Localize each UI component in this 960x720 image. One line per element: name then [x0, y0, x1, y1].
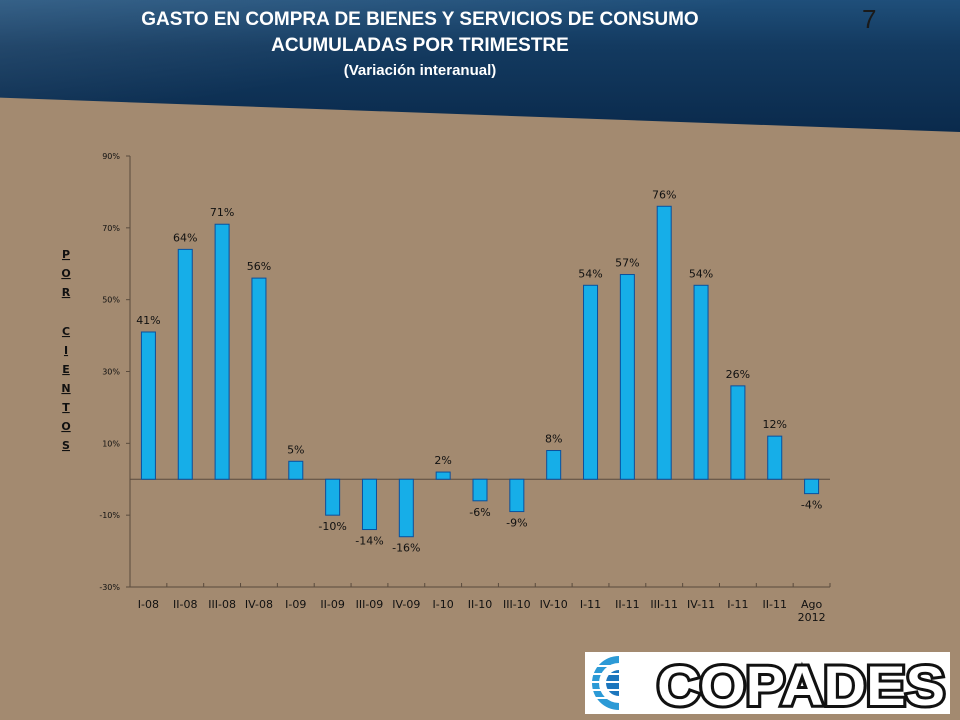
data-label: -14% — [355, 535, 383, 548]
y-axis-label-letter: R — [62, 286, 71, 299]
data-label: 57% — [615, 257, 639, 270]
bar — [177, 248, 193, 480]
data-label: -4% — [801, 499, 822, 512]
copades-logo: COPADES — [585, 652, 950, 714]
bar — [398, 478, 414, 538]
bar — [656, 205, 672, 480]
x-tick-label: I-09 — [285, 598, 306, 611]
bar — [214, 223, 230, 480]
bar — [730, 385, 746, 480]
data-label: 12% — [763, 418, 787, 431]
bar — [361, 478, 377, 531]
data-label: 54% — [689, 267, 713, 280]
data-label: 26% — [726, 368, 750, 381]
x-tick-label: IV-10 — [540, 598, 568, 611]
y-axis-label-letter: C — [62, 325, 70, 338]
y-axis-label-letter: T — [62, 401, 70, 414]
y-tick-label: -10% — [99, 511, 120, 520]
x-tick-label: I-11 — [727, 598, 748, 611]
data-label: 2% — [434, 454, 451, 467]
x-tick-label: I-10 — [433, 598, 454, 611]
x-tick-label: IV-09 — [392, 598, 420, 611]
y-tick-label: 50% — [102, 296, 120, 305]
bar — [472, 478, 488, 502]
x-tick-label: II-10 — [468, 598, 492, 611]
data-label: -6% — [469, 506, 490, 519]
x-tick-label: IV-08 — [245, 598, 273, 611]
y-axis-label-letter: E — [62, 363, 70, 376]
page-title-line2: ACUMULADAS POR TRIMESTRE — [271, 35, 569, 56]
page-title-line1: GASTO EN COMPRA DE BIENES Y SERVICIOS DE… — [141, 9, 699, 30]
x-tick-label: IV-11 — [687, 598, 715, 611]
data-label: 8% — [545, 433, 562, 446]
data-label: 76% — [652, 188, 676, 201]
bar — [546, 450, 562, 480]
bar — [435, 471, 451, 480]
data-label: 71% — [210, 206, 234, 219]
x-tick-label: I-11 — [580, 598, 601, 611]
y-axis-label-letter: S — [62, 439, 70, 452]
x-tick-label: II-09 — [320, 598, 344, 611]
x-tick-label: III-08 — [208, 598, 236, 611]
y-axis-label-letter: P — [62, 248, 70, 261]
data-label: -10% — [318, 520, 346, 533]
y-axis-label-letter: O — [61, 267, 70, 280]
y-tick-label: 90% — [102, 152, 120, 161]
data-label: 41% — [136, 314, 160, 327]
x-tick-label: III-10 — [503, 598, 531, 611]
x-tick-label: Ago 2012 — [798, 598, 826, 624]
page-subtitle: (Variación interanual) — [343, 62, 497, 79]
bar — [251, 277, 267, 480]
x-tick-label: II-11 — [615, 598, 639, 611]
data-label: 54% — [578, 267, 602, 280]
data-label: -9% — [506, 517, 527, 530]
y-tick-label: -30% — [99, 583, 120, 592]
data-label: 56% — [247, 260, 271, 273]
x-tick-label: III-11 — [650, 598, 678, 611]
x-tick-label: I-08 — [138, 598, 159, 611]
slide-number: 7 — [862, 4, 877, 34]
y-axis-label-letter: N — [61, 382, 70, 395]
y-tick-label: 30% — [102, 368, 120, 377]
bar — [288, 460, 304, 480]
x-tick-label: III-09 — [356, 598, 384, 611]
y-tick-label: 70% — [102, 224, 120, 233]
logo-mark-icon — [589, 656, 649, 710]
x-tick-label: II-11 — [763, 598, 787, 611]
logo-text: COPADES — [657, 654, 945, 714]
data-label: 64% — [173, 231, 197, 244]
data-label: -16% — [392, 542, 420, 555]
y-tick-label: 10% — [102, 439, 120, 448]
bar — [804, 478, 820, 495]
bar — [693, 284, 709, 480]
bar — [325, 478, 341, 516]
bar — [767, 435, 783, 480]
bar — [140, 331, 156, 480]
bar — [509, 478, 525, 513]
y-axis-label-letter: O — [61, 420, 70, 433]
y-axis-label-letter: I — [64, 344, 68, 357]
data-label: 5% — [287, 443, 304, 456]
bar — [619, 274, 635, 480]
x-tick-label: II-08 — [173, 598, 197, 611]
bar — [583, 284, 599, 480]
